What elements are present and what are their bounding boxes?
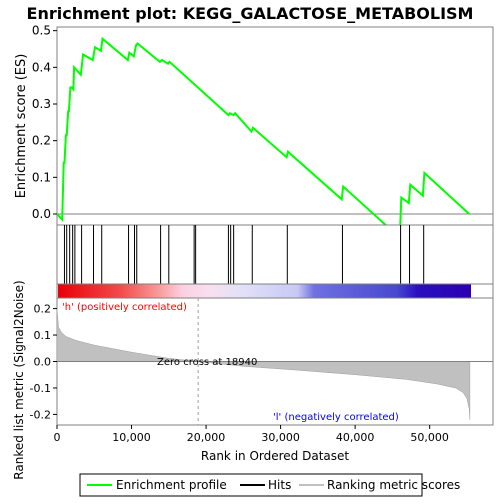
es-panel: 0.0 0.1 0.2 0.3 0.4 0.5 Enrichment score (ES) [14,24,494,240]
metric-y-tick-label: 0.2 [34,303,52,316]
es-y-tick-label: 0.0 [32,207,51,221]
es-y-axis-label: Enrichment score (ES) [14,54,29,199]
hit-lines [63,225,425,284]
hits-panel [56,224,494,285]
es-y-tick-label: 0.2 [32,134,51,148]
es-y-tick-label: 0.5 [32,24,51,38]
rank-color-bar [58,284,471,298]
chart-legend: Enrichment profile Hits Ranking metric s… [79,473,460,497]
enrichment-profile-line [56,36,470,240]
es-y-tick-label: 0.4 [32,60,51,74]
metric-y-tick-label: -0.2 [30,408,51,421]
legend-hits-label: Hits [268,478,291,492]
metric-x-tick-label: 10,000 [112,431,151,444]
metric-x-tick-label: 30,000 [261,431,300,444]
metric-x-tick-label: 20,000 [187,431,226,444]
metric-x-axis-label: Rank in Ordered Dataset [201,449,349,463]
metric-x-tick-label: 40,000 [336,431,375,444]
zero-cross-label: Zero cross at 18940 [157,357,257,368]
metric-x-tick-label: 50,000 [410,431,449,444]
legend-enrichment-label: Enrichment profile [116,478,227,492]
es-y-tick-label: 0.3 [32,97,51,111]
negative-correlation-label: 'l' (negatively correlated) [273,412,399,423]
metric-panel: -0.2 -0.1 0.0 0.1 0.2 0 10,000 20,000 30,000 40,… [12,280,494,480]
metric-y-tick-label: 0.1 [34,329,52,342]
chart-title: Enrichment plot: KEGG_GALACTOSE_METABOLI… [27,4,474,23]
es-y-axis: 0.0 0.1 0.2 0.3 0.4 0.5 [32,24,57,221]
metric-y-axis-label: Ranked list metric (Signal2Noise) [12,280,26,479]
positive-correlation-label: 'h' (positively correlated) [62,302,187,313]
ranking-metric-area [56,308,471,420]
rank-color-bar-tail [471,284,493,298]
metric-x-axis: 0 10,000 20,000 30,000 40,000 50,000 [54,425,449,444]
es-panel-frame [56,26,494,226]
metric-y-axis: -0.2 -0.1 0.0 0.1 0.2 [30,303,57,421]
metric-y-tick-label: 0.0 [34,356,52,369]
hits-panel-frame [56,224,494,285]
metric-x-tick-label: 0 [54,431,61,444]
metric-y-tick-label: -0.1 [30,382,51,395]
es-y-tick-label: 0.1 [32,170,51,184]
legend-metric-label: Ranking metric scores [327,478,460,492]
